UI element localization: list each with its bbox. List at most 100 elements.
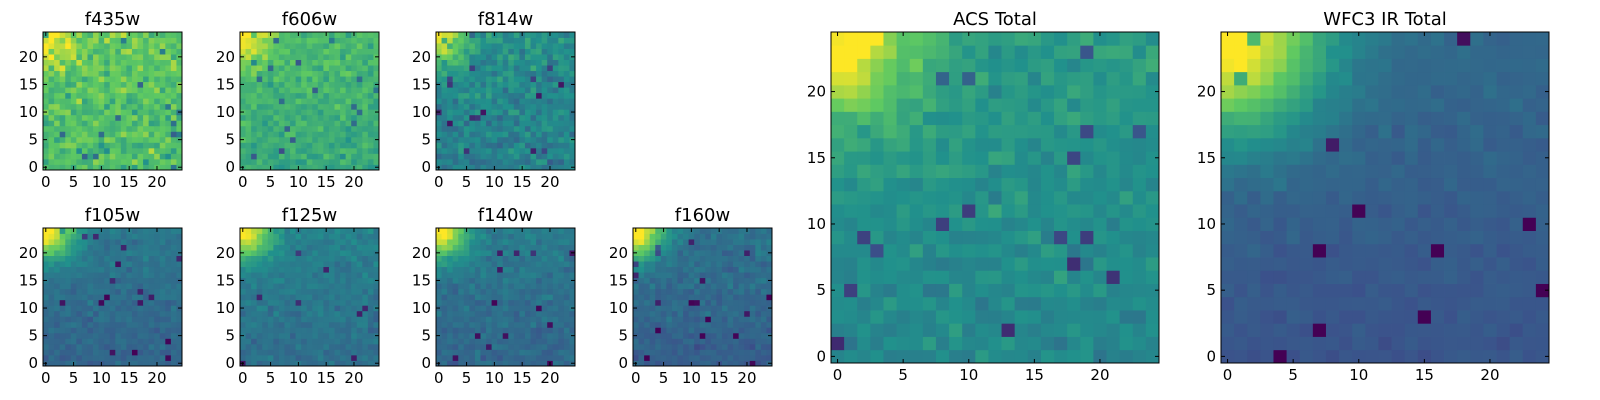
heatmap-cell — [356, 87, 363, 94]
heatmap-cell — [323, 349, 330, 356]
heatmap-cell — [126, 70, 133, 77]
heatmap-cell — [474, 76, 481, 83]
y-tick-label: 15 — [412, 75, 431, 93]
heatmap-cell — [262, 59, 269, 66]
heatmap-cell — [81, 59, 88, 66]
heatmap-cell — [284, 109, 291, 116]
heatmap-cell — [104, 250, 111, 256]
heatmap-cell — [295, 255, 302, 262]
heatmap-cell — [323, 54, 330, 60]
heatmap-cell — [373, 114, 380, 121]
heatmap-cell — [351, 48, 358, 55]
heatmap-cells — [240, 228, 380, 367]
heatmap-cell — [240, 244, 246, 251]
heatmap-cells — [436, 228, 576, 367]
heatmap-cell — [48, 239, 55, 245]
heatmap-cell — [536, 305, 543, 312]
heatmap-cell — [1119, 243, 1134, 258]
heatmap-cell — [273, 294, 280, 301]
heatmap-cell — [474, 354, 481, 361]
heatmap-cell — [474, 114, 481, 121]
heatmap-cell — [351, 142, 358, 149]
heatmap-cell — [463, 316, 470, 323]
heatmap-cell — [547, 92, 554, 99]
heatmap-cell — [65, 125, 72, 132]
heatmap-cell — [705, 343, 712, 350]
heatmap-cell — [104, 332, 111, 339]
heatmap-cell — [267, 294, 274, 301]
heatmap-cell — [447, 228, 454, 234]
heatmap-cell — [356, 48, 363, 55]
heatmap-cell — [733, 305, 740, 312]
heatmap-cell — [165, 305, 172, 312]
heatmap-cell — [831, 204, 845, 218]
heatmap-cell — [143, 120, 150, 127]
heatmap-cell — [644, 261, 651, 268]
heatmap-cell — [120, 360, 127, 367]
heatmap-cell — [115, 266, 122, 273]
heatmap-cell — [301, 120, 308, 127]
heatmap-cell — [154, 65, 161, 72]
heatmap-cell — [93, 142, 99, 149]
heatmap-cell — [351, 81, 358, 88]
heatmap-cell — [43, 65, 49, 72]
heatmap-cell — [312, 120, 319, 127]
heatmap-cell — [644, 332, 651, 339]
heatmap-cell — [65, 87, 72, 94]
heatmap-cell — [558, 114, 565, 121]
heatmap-cell — [486, 244, 492, 251]
heatmap-cell — [328, 321, 335, 328]
heatmap-cell — [43, 244, 49, 251]
heatmap-cell — [345, 261, 352, 268]
heatmap-cell — [109, 120, 116, 127]
heatmap-cell — [755, 233, 762, 240]
heatmap-cell — [76, 87, 83, 94]
heatmap-cell — [54, 87, 61, 94]
heatmap-cell — [362, 76, 369, 83]
heatmap-cell — [109, 277, 116, 284]
heatmap-cell — [633, 349, 639, 356]
y-tick-label: 20 — [19, 48, 38, 66]
heatmap-cell — [345, 343, 352, 350]
heatmap-cell — [1132, 217, 1147, 231]
heatmap-cell — [744, 305, 751, 312]
heatmap-cell — [87, 266, 94, 273]
heatmap-cell — [727, 332, 734, 339]
heatmap-cell — [143, 294, 150, 301]
heatmap-cell — [671, 349, 678, 356]
heatmap-cell — [1132, 230, 1147, 245]
heatmap-cell — [883, 177, 897, 192]
heatmap-cell — [115, 327, 122, 334]
heatmap-cell — [278, 277, 285, 284]
heatmap-cell — [1093, 164, 1107, 179]
heatmap-cell — [530, 228, 537, 234]
heatmap-cell — [755, 332, 762, 339]
heatmap-cell — [447, 147, 454, 154]
heatmap-cell — [290, 164, 296, 171]
heatmap-cell — [148, 114, 155, 121]
heatmap-cell — [165, 54, 172, 60]
heatmap-cell — [312, 288, 319, 295]
heatmap-cell — [463, 87, 470, 94]
heatmap-cell — [716, 261, 723, 268]
heatmap-cell — [284, 164, 291, 171]
heatmap-cell — [267, 338, 274, 345]
heatmap-cell — [306, 87, 313, 94]
heatmap-cell — [76, 305, 83, 312]
heatmap-cell — [278, 87, 285, 94]
heatmap-cell — [373, 120, 380, 127]
heatmap-cell — [170, 327, 177, 334]
heatmap-cell — [351, 114, 358, 121]
heatmap-cell — [699, 332, 706, 339]
heatmap-cell — [290, 299, 296, 306]
heatmap-cell — [301, 239, 308, 245]
heatmap-cell — [165, 153, 172, 160]
heatmap-cell — [458, 272, 465, 279]
heatmap-cell — [70, 37, 77, 44]
heatmap-cell — [727, 316, 734, 323]
heatmap-cell — [165, 250, 172, 256]
heatmap-cell — [519, 98, 526, 105]
heatmap-cell — [104, 65, 111, 72]
heatmap-cell — [519, 103, 526, 110]
